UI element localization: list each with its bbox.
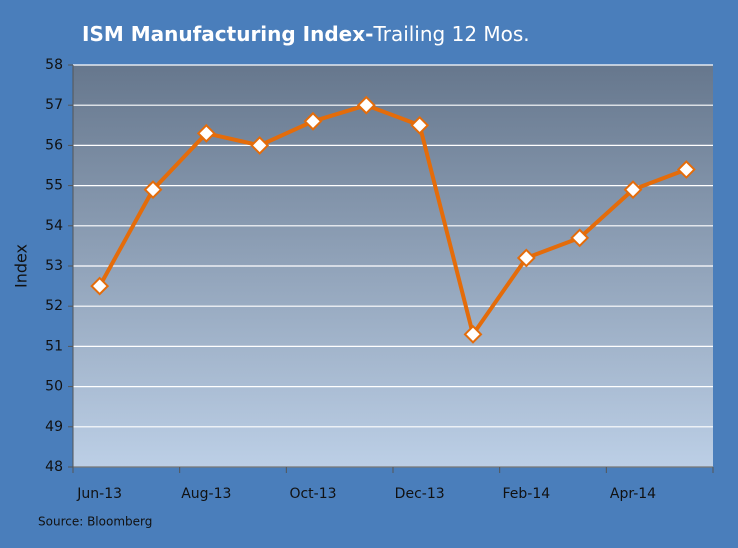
point-marker <box>90 276 110 296</box>
y-tick-label: 48 <box>45 459 63 475</box>
x-tick-label: Aug-13 <box>181 486 231 502</box>
y-tick-label: 57 <box>45 97 63 113</box>
y-tick-label: 50 <box>45 379 63 395</box>
y-tick-label: 55 <box>45 178 63 194</box>
y-tick-label: 51 <box>45 338 63 354</box>
series-line <box>97 103 688 337</box>
point-marker <box>410 115 430 135</box>
point-marker <box>356 95 376 115</box>
point-marker <box>516 248 536 268</box>
point-marker <box>143 180 163 200</box>
y-tick-label: 49 <box>45 419 63 435</box>
x-tick-label: Apr-14 <box>610 486 656 502</box>
y-tick-label: 53 <box>45 258 63 274</box>
x-tick-label: Oct-13 <box>289 486 336 502</box>
title-bold: ISM Manufacturing Index- <box>82 22 373 46</box>
source: Source: Bloomberg <box>38 515 152 529</box>
y-tick-label: 54 <box>45 218 63 234</box>
point-marker <box>570 228 590 248</box>
point-marker <box>623 180 643 200</box>
x-tick-label: Feb-14 <box>503 486 551 502</box>
point-marker <box>676 160 696 179</box>
point-marker <box>463 324 483 344</box>
point-marker <box>196 123 216 143</box>
y-tick-label: 58 <box>45 57 63 73</box>
y-axis-label: Index <box>12 244 31 288</box>
y-tick-label: 52 <box>45 298 63 314</box>
point-marker <box>250 135 270 155</box>
point-marker <box>303 111 323 131</box>
chart-title: ISM Manufacturing Index-Trailing 12 Mos. <box>82 22 530 46</box>
x-tick-label: Jun-13 <box>76 486 122 502</box>
y-tick-label: 56 <box>45 137 63 153</box>
title-regular: Trailing 12 Mos. <box>372 22 529 46</box>
x-tick-label: Dec-13 <box>395 486 445 502</box>
